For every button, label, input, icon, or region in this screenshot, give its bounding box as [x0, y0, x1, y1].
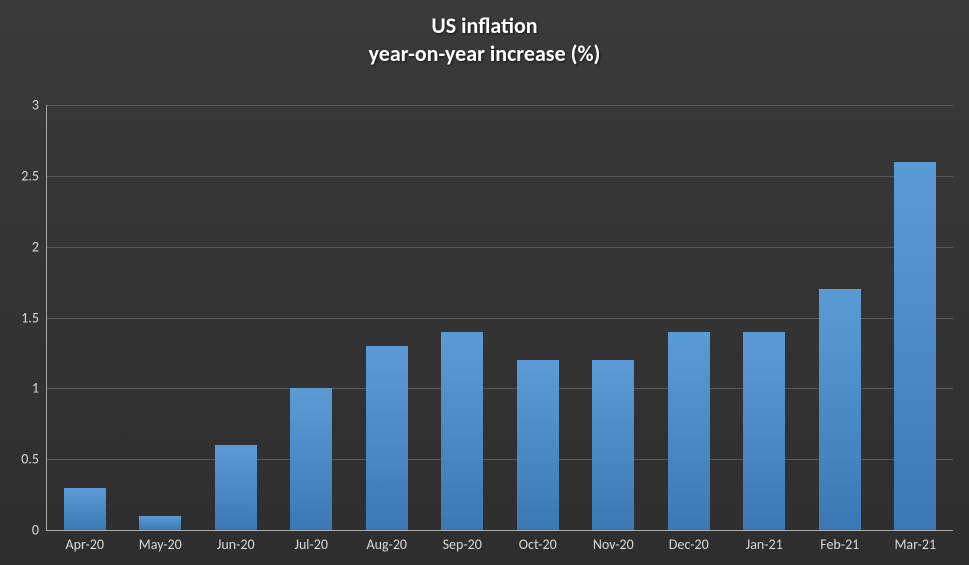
bar	[894, 162, 936, 530]
x-axis-label: Mar-21	[878, 536, 954, 553]
gridline	[47, 247, 953, 248]
gridline	[47, 459, 953, 460]
y-axis-label: 3	[32, 97, 39, 114]
bar	[215, 445, 257, 530]
x-axis-label: Dec-20	[651, 536, 727, 553]
bar	[366, 346, 408, 530]
bar	[290, 388, 332, 530]
x-axis-label: Nov-20	[576, 536, 652, 553]
gridline	[47, 388, 953, 389]
x-axis-label: Aug-20	[349, 536, 425, 553]
gridline	[47, 176, 953, 177]
plot-area: 00.511.522.53Apr-20May-20Jun-20Jul-20Aug…	[46, 105, 953, 531]
inflation-chart: US inflation year-on-year increase (%) 0…	[0, 0, 969, 565]
x-axis-label: Feb-21	[802, 536, 878, 553]
bar	[139, 516, 181, 530]
chart-title-line2: year-on-year increase (%)	[0, 40, 969, 68]
bar	[441, 332, 483, 530]
chart-title-line1: US inflation	[0, 12, 969, 40]
bar	[819, 289, 861, 530]
x-axis-label: Sep-20	[425, 536, 501, 553]
y-axis-label: 1.5	[21, 309, 39, 326]
bar	[64, 488, 106, 531]
x-axis-label: May-20	[123, 536, 199, 553]
x-axis-label: Jan-21	[727, 536, 803, 553]
y-axis-label: 1	[32, 380, 39, 397]
bar	[517, 360, 559, 530]
bar	[668, 332, 710, 530]
gridline	[47, 318, 953, 319]
y-axis-label: 2	[32, 238, 39, 255]
y-axis-label: 0	[32, 522, 39, 539]
y-axis-label: 0.5	[21, 451, 39, 468]
bar	[743, 332, 785, 530]
bar	[592, 360, 634, 530]
x-axis-label: Jul-20	[274, 536, 350, 553]
x-axis-label: Jun-20	[198, 536, 274, 553]
x-axis-label: Apr-20	[47, 536, 123, 553]
chart-title: US inflation year-on-year increase (%)	[0, 12, 969, 67]
gridline	[47, 105, 953, 106]
y-axis-label: 2.5	[21, 167, 39, 184]
x-axis-label: Oct-20	[500, 536, 576, 553]
